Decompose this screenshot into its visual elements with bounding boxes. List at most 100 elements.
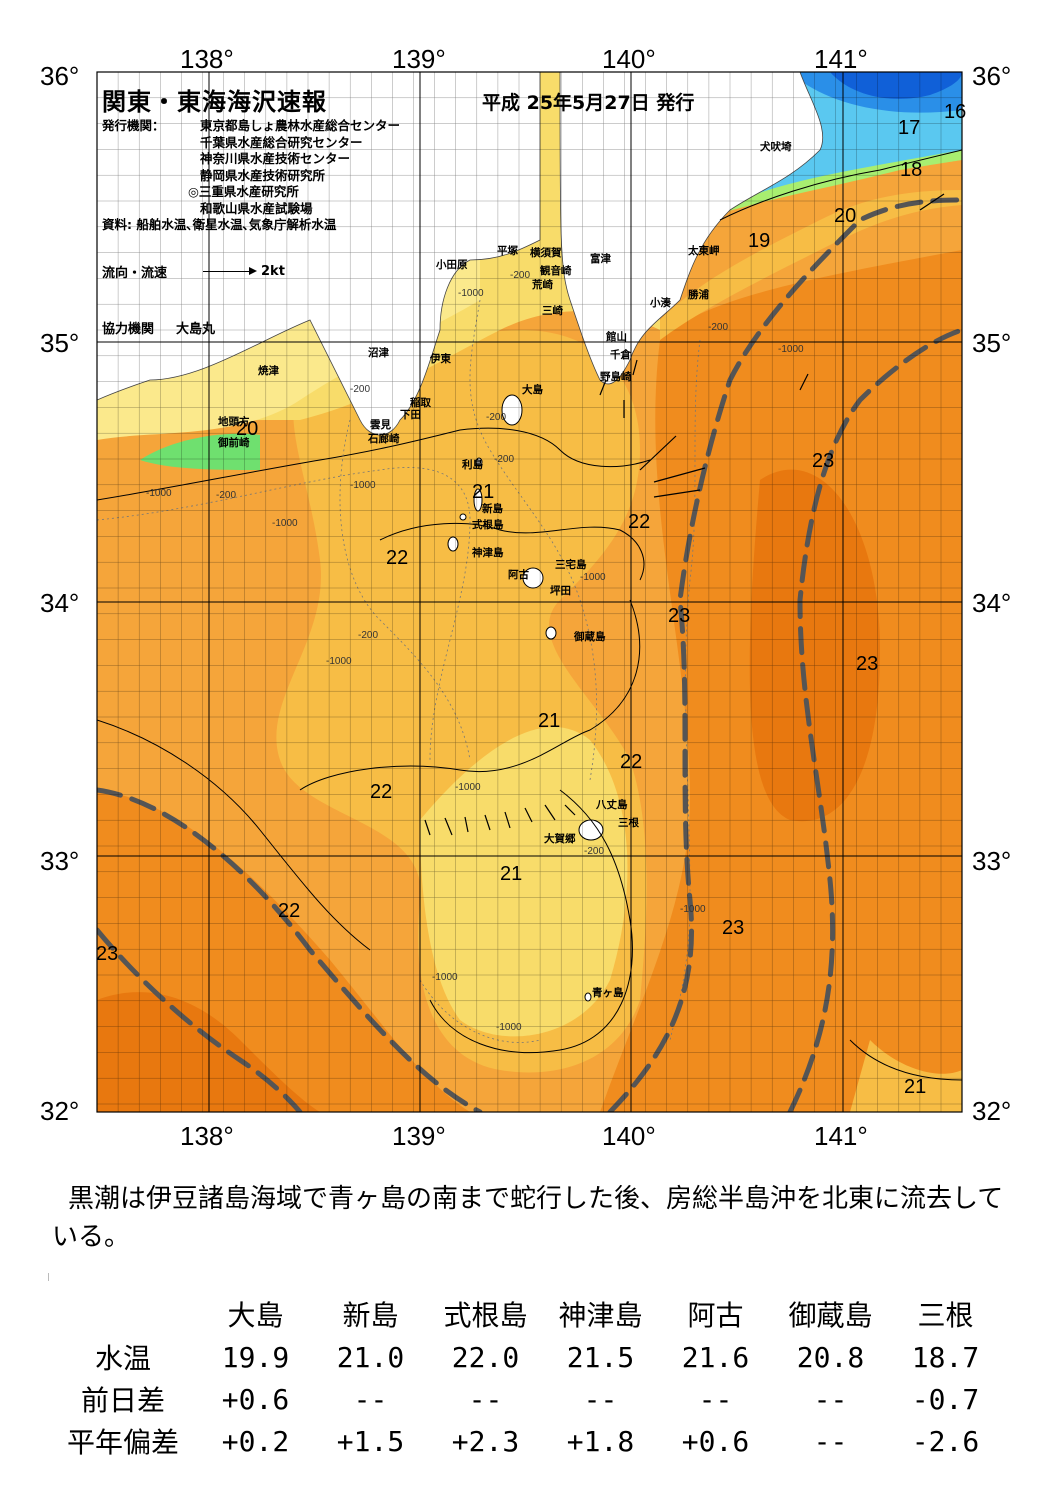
station-header-mitsune: 三根 (917, 1299, 974, 1332)
isotherm-label-23-a: 23 (812, 450, 834, 472)
data-source: 資料: 船舶水温､衛星水温､気象庁解析水温 (102, 217, 337, 232)
place-katsuura: 勝浦 (688, 288, 709, 301)
place-toshima: 利島 (462, 458, 483, 471)
place-irozaki: 石廊崎 (367, 432, 400, 445)
place-odawara: 小田原 (435, 258, 468, 271)
lat-label-33-right: 33° (972, 846, 1011, 876)
isotherm-label-18: 18 (900, 159, 922, 181)
island-shikinejima (459, 513, 467, 521)
se-cool-patch (850, 1040, 962, 1112)
issuer-2: 千葉県水産総合研究センター (200, 134, 363, 150)
isotherm-label-23-c: 23 (856, 653, 878, 675)
place-kozushima: 神津島 (472, 546, 504, 559)
map-canvas: 138° 139° 140° 141° 138° 139° 140° 141° … (40, 44, 1011, 1151)
table-row: 前日差 +0.6 -- -- -- -- -- -0.7 (48, 1378, 1003, 1420)
depth-label-200-b: -200 (350, 384, 370, 395)
current-vectors (424, 193, 945, 836)
depth-label-1000-f: -1000 (326, 656, 352, 667)
place-hiratsuka: 平塚 (497, 244, 518, 257)
place-arasaki: 荒崎 (531, 278, 553, 291)
lat-label-36-left: 36° (40, 61, 79, 91)
lon-label-139-top: 139° (392, 44, 446, 74)
isotherm-label-21-a: 21 (472, 481, 494, 503)
isotherm-label-21-c: 21 (500, 863, 522, 885)
issuer-4: 静岡県水産技術研究所 (200, 167, 326, 183)
place-futtsu: 富津 (590, 252, 611, 265)
place-shimoda: 下田 (400, 409, 421, 421)
island-oshima (501, 394, 523, 426)
place-kominato: 小湊 (649, 296, 671, 309)
major-grid (97, 72, 962, 1112)
isotherm-label-22-c: 22 (620, 751, 642, 773)
depth-label-1000-j: -1000 (432, 972, 458, 983)
place-tsubota: 坪田 (550, 584, 571, 597)
depth-contours (97, 299, 701, 1043)
legend-arrow-icon (203, 267, 258, 275)
island-hachijojima (578, 819, 604, 841)
station-header-oshima: 大島 (227, 1299, 284, 1332)
map-frame (96, 71, 963, 1113)
issuer-label: 発行機関： (102, 118, 165, 133)
isotherm-label-20-ne: 20 (834, 205, 856, 227)
depth-label-200-d: -200 (494, 454, 514, 465)
table-cell: +0.6 (221, 1382, 290, 1416)
isotherm-label-22-d: 22 (370, 781, 392, 803)
lon-label-141-bottom: 141° (814, 1121, 868, 1151)
isotherm-label-21-b: 21 (538, 710, 560, 732)
place-numazu: 沼津 (368, 346, 389, 359)
island-toshima (475, 457, 483, 467)
sea-surface-temperature-field (97, 72, 962, 1112)
depth-label-1000-h: -1000 (455, 782, 481, 793)
depth-label-1000-d: -1000 (272, 518, 298, 529)
table-cell: 20.8 (796, 1340, 865, 1374)
lon-label-139-bottom: 139° (392, 1121, 446, 1151)
table-row: 水温 19.9 21.0 22.0 21.5 21.6 20.8 18.7 (48, 1336, 1003, 1378)
depth-label-1000-i: -1000 (680, 904, 706, 915)
depth-label-1000-a: -1000 (458, 288, 484, 299)
place-inatori: 稲取 (410, 396, 431, 409)
issuer-block: 発行機関： 東京都島しょ農林水産総合センター 千葉県水産総合研究センター 神奈川県… (102, 118, 400, 234)
isotherm-label-22-a: 22 (628, 511, 650, 533)
lat-label-34-left: 34° (40, 588, 79, 618)
depth-label-200-a: -200 (510, 270, 530, 281)
lat-label-32-left: 32° (40, 1096, 79, 1126)
row-label-anomaly: 平年偏差 (66, 1426, 179, 1459)
place-niijima: 新島 (482, 502, 503, 515)
east-warm-core (749, 469, 880, 822)
place-misaki: 三崎 (542, 304, 563, 317)
lat-lon-grid (97, 72, 962, 1112)
isotherm-label-23-d: 23 (722, 917, 744, 939)
table-cell: +0.6 (681, 1424, 750, 1458)
isotherm-label-19: 19 (748, 230, 770, 252)
isotherm-labels: 16 17 18 19 20 20 21 22 22 23 23 23 23 2… (96, 101, 966, 1098)
table-cell: -- (813, 1382, 848, 1416)
table-cell: 22.0 (451, 1340, 520, 1374)
place-miyakejima: 三宅島 (555, 558, 587, 571)
depth-label-1000-e: -1000 (778, 344, 804, 355)
depth-label-1000-b: -1000 (350, 480, 376, 491)
isotherm-label-20-w: 20 (236, 418, 258, 440)
station-header-shikinejima: 式根島 (443, 1299, 528, 1332)
lat-label-34-right: 34° (972, 588, 1011, 618)
place-omaezaki: 御前崎 (217, 436, 250, 449)
isotherm-label-23-b: 23 (668, 605, 690, 627)
place-oshima: 大島 (522, 383, 543, 396)
place-kumomi: 雲見 (370, 419, 391, 431)
table-cell: 21.6 (681, 1340, 750, 1374)
island-niijima (473, 488, 483, 512)
depth-label-200-f: -200 (708, 322, 728, 333)
place-kannonzaki: 観音崎 (540, 264, 572, 277)
depth-label-1000-g: -1000 (580, 572, 606, 583)
margin-mark (48, 1273, 49, 1281)
lon-label-140-top: 140° (602, 44, 656, 74)
place-okago: 大賀郷 (544, 832, 576, 845)
depth-label-200-c: -200 (486, 412, 506, 423)
lat-label-32-right: 32° (972, 1096, 1011, 1126)
ne-front-band (660, 190, 962, 340)
row-label-water-temp: 水温 (94, 1342, 151, 1375)
lat-label-33-left: 33° (40, 846, 79, 876)
isotherm-label-16: 16 (944, 101, 966, 123)
isotherm-label-23-e: 23 (96, 943, 118, 965)
station-header-ako: 阿古 (687, 1299, 744, 1332)
lat-label-36-right: 36° (972, 61, 1011, 91)
